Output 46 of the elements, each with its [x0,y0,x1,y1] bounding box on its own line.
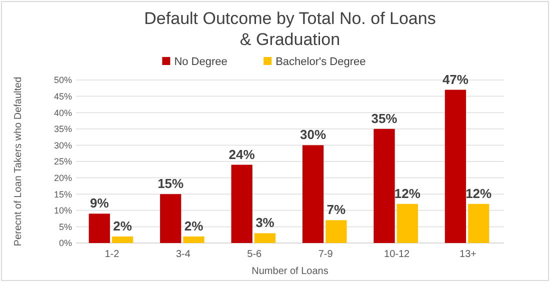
legend-label: No Degree [174,56,228,68]
y-tick-label: 10% [54,206,72,216]
y-tick-label: 0% [58,238,72,248]
y-tick-label: 20% [54,172,72,183]
x-tick-label: 7-9 [318,249,334,260]
bar [160,194,182,243]
data-label: 30% [300,127,326,142]
y-tick-label: 40% [54,108,72,118]
bar [302,145,324,243]
data-label: 12% [394,186,421,201]
y-tick-label: 45% [54,91,72,102]
x-tick-label: 13+ [460,249,477,260]
data-label: 3% [256,215,275,230]
data-label: 9% [90,196,110,211]
x-tick-label: 10-12 [384,249,410,260]
x-tick-label: 3-4 [176,249,191,260]
data-label: 15% [158,176,184,192]
y-tick-label: 50% [54,75,72,86]
x-axis-title: Number of Loans [252,266,328,277]
data-label: 35% [371,110,398,126]
data-label: 12% [466,186,492,201]
bar [326,220,347,243]
data-label: 7% [326,202,346,218]
bar [112,236,134,243]
bar [468,204,490,243]
y-axis-title: Perecnt of Loan Takers who Defaulted [13,76,24,246]
data-label: 2% [113,218,132,234]
y-tick-label: 15% [54,189,72,200]
y-tick-label: 25% [54,156,72,167]
bar [183,236,204,243]
data-label: 24% [228,146,256,162]
y-tick-label: 35% [54,124,72,134]
data-label: 47% [442,72,469,87]
bar [88,214,110,243]
bar [444,90,466,243]
data-label: 2% [184,218,204,234]
legend-label: Bachelor's Degree [276,56,366,68]
bar [254,233,276,243]
y-tick-label: 5% [58,222,72,232]
x-tick-label: 5-6 [247,249,262,260]
chart-title: Default Outcome by Total No. of Loans & Graduation [144,9,436,49]
y-tick-label: 30% [54,140,72,150]
x-tick-label: 1-2 [104,249,120,260]
bar [396,204,418,243]
bar [231,164,252,243]
bar [374,128,395,243]
